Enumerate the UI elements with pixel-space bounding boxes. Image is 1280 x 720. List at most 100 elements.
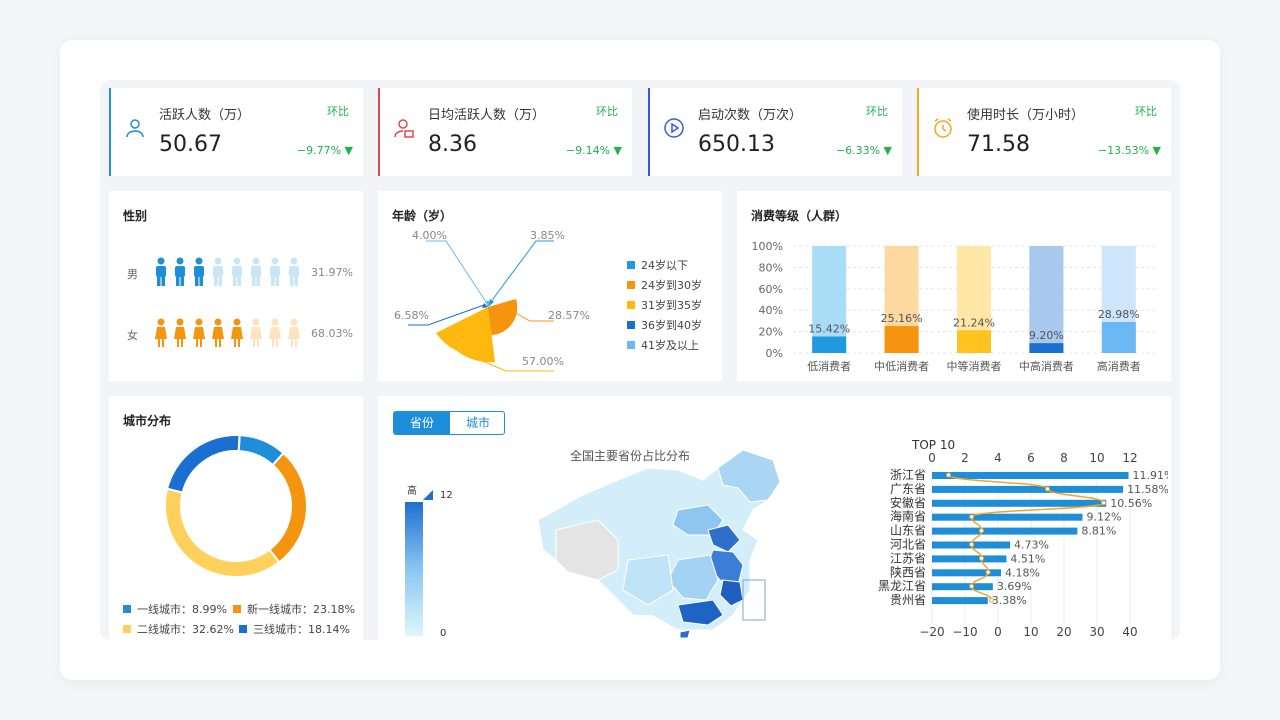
tab-province[interactable]: 省份 [394, 412, 450, 434]
category-label: 江苏省 [890, 551, 926, 565]
x-tick-label: 中高消费者 [1019, 359, 1074, 373]
bar-value-label: 28.98% [1098, 308, 1140, 321]
legend-label: 三线城市：18.14% [253, 623, 350, 636]
age-label-under-24: 3.85% [530, 229, 565, 242]
consumption-card: 消费等级（人群） 100% 80% 60% 40% 20% 0% 15.42% 低消费者 25.… [737, 191, 1171, 381]
map-hainan [679, 629, 691, 639]
female-icon-row [151, 318, 301, 348]
bar [884, 326, 919, 353]
city-legend-item: 三线城市：18.14% [239, 621, 350, 637]
bottom-axis-tick: −10 [952, 625, 977, 639]
x-tick-label: 高消费者 [1097, 359, 1141, 373]
kpi-title: 启动次数（万次） [698, 108, 803, 123]
bar-value-label: 21.24% [953, 316, 995, 329]
legend-label: 31岁到35岁 [641, 299, 702, 312]
bar-background [812, 246, 847, 353]
kpi-accent-bar [378, 88, 380, 176]
leader-line [511, 310, 554, 322]
bottom-axis-tick: −20 [919, 625, 944, 639]
male-person-icon [156, 257, 166, 286]
y-tick-label: 20% [759, 326, 783, 339]
play-icon [664, 118, 684, 138]
bar [1029, 343, 1064, 353]
kpi-accent-bar [109, 88, 111, 176]
donut-slice [164, 487, 281, 578]
top10-title: TOP 10 [912, 438, 956, 452]
male-person-icon [289, 257, 299, 286]
bar [932, 472, 1129, 479]
age-label-24-30: 28.57% [548, 309, 590, 322]
scale-max-label: 12 [440, 490, 453, 501]
down-arrow-icon: ▼ [883, 144, 892, 157]
kpi-value: 71.58 [967, 132, 1030, 157]
kpi-change-value: −6.33% [835, 144, 881, 157]
kpi-change: −9.14% ▼ [566, 144, 622, 157]
top-axis-tick: 6 [1027, 451, 1035, 465]
city-legend-item: 一线城市：8.99% [123, 601, 227, 617]
bar-value-label: 4.73% [1014, 539, 1049, 552]
kpi-accent-bar [917, 88, 919, 176]
x-tick-label: 中低消费者 [874, 359, 929, 373]
top-axis-tick: 12 [1122, 451, 1137, 465]
male-percent: 31.97% [311, 266, 353, 279]
gender-card: 性别 男 31.97% 女 68.03% [109, 191, 363, 381]
bar-value-label: 25.16% [881, 312, 923, 325]
map-guangdong [677, 599, 724, 626]
bottom-axis-tick: 40 [1122, 625, 1137, 639]
category-label: 黑龙江省 [878, 579, 926, 593]
map-card: 省份 城市 全国主要省份占比分布 高 12 0 TOP 10 0 2 4 6 8 10 12… [378, 396, 1171, 640]
map-title: 全国主要省份占比分布 [570, 449, 691, 463]
bar-value-label: 3.38% [992, 594, 1027, 607]
city-card: 城市分布 一线城市：8.99% 新一线城市：23.18% 二线城市：32.62%… [109, 396, 363, 640]
female-person-icon [269, 318, 281, 347]
legend-label: 36岁到40岁 [641, 319, 702, 332]
scale-handle-icon[interactable] [421, 488, 441, 502]
age-label-41-plus: 4.00% [412, 229, 447, 242]
kpi-title: 使用时长（万小时） [967, 108, 1085, 123]
bar-value-label: 15.42% [808, 323, 850, 336]
leader-line [489, 240, 554, 304]
trend-point [969, 542, 975, 547]
bottom-axis-tick: 10 [1023, 625, 1038, 639]
bar-value-label: 11.58% [1127, 483, 1168, 496]
kpi-accent-bar [648, 88, 650, 176]
down-arrow-icon: ▼ [344, 144, 353, 157]
age-legend-item: 41岁及以上 [627, 337, 699, 353]
bar-value-label: 3.69% [997, 580, 1032, 593]
bar [932, 499, 1107, 507]
category-label: 海南省 [890, 509, 926, 524]
bar-value-label: 4.51% [1010, 552, 1045, 565]
city-legend-item: 二线城市：32.62% [123, 621, 234, 637]
trend-point [988, 597, 994, 603]
tab-city[interactable]: 城市 [465, 416, 490, 430]
legend-label: 24岁以下 [641, 259, 688, 272]
female-person-icon [288, 318, 300, 347]
card-title: 消费等级（人群） [751, 209, 848, 223]
kpi-value: 650.13 [698, 132, 775, 157]
female-person-icon [212, 318, 224, 347]
x-tick-label: 中等消费者 [947, 359, 1002, 373]
bar [1101, 321, 1136, 353]
trend-point [979, 555, 984, 561]
card-title: 城市分布 [123, 414, 172, 428]
kpi-title: 活跃人数（万） [159, 108, 251, 123]
down-arrow-icon: ▼ [613, 144, 622, 157]
male-person-icon [270, 257, 280, 286]
age-card: 年龄（岁） 4.00% 3.85% 28.57% 57.00% 6.58% 24… [378, 191, 722, 381]
color-scale-bar [405, 502, 423, 636]
leader-line [467, 354, 554, 372]
age-legend-item: 24岁到30岁 [627, 277, 702, 293]
bar-value-label: 9.12% [1086, 511, 1121, 524]
category-label: 安徽省 [890, 495, 926, 510]
kpi-change: −6.33% ▼ [836, 144, 892, 157]
bar [932, 597, 988, 605]
kpi-value: 8.36 [428, 132, 477, 157]
leader-line [426, 240, 489, 306]
trend-point [1101, 500, 1107, 506]
bar-value-label: 8.81% [1081, 525, 1116, 538]
bar-background [1029, 246, 1064, 353]
person-icon-set [155, 318, 300, 347]
scale-min-label: 0 [440, 628, 447, 639]
y-tick-label: 60% [759, 283, 783, 296]
trend-point [946, 472, 951, 478]
